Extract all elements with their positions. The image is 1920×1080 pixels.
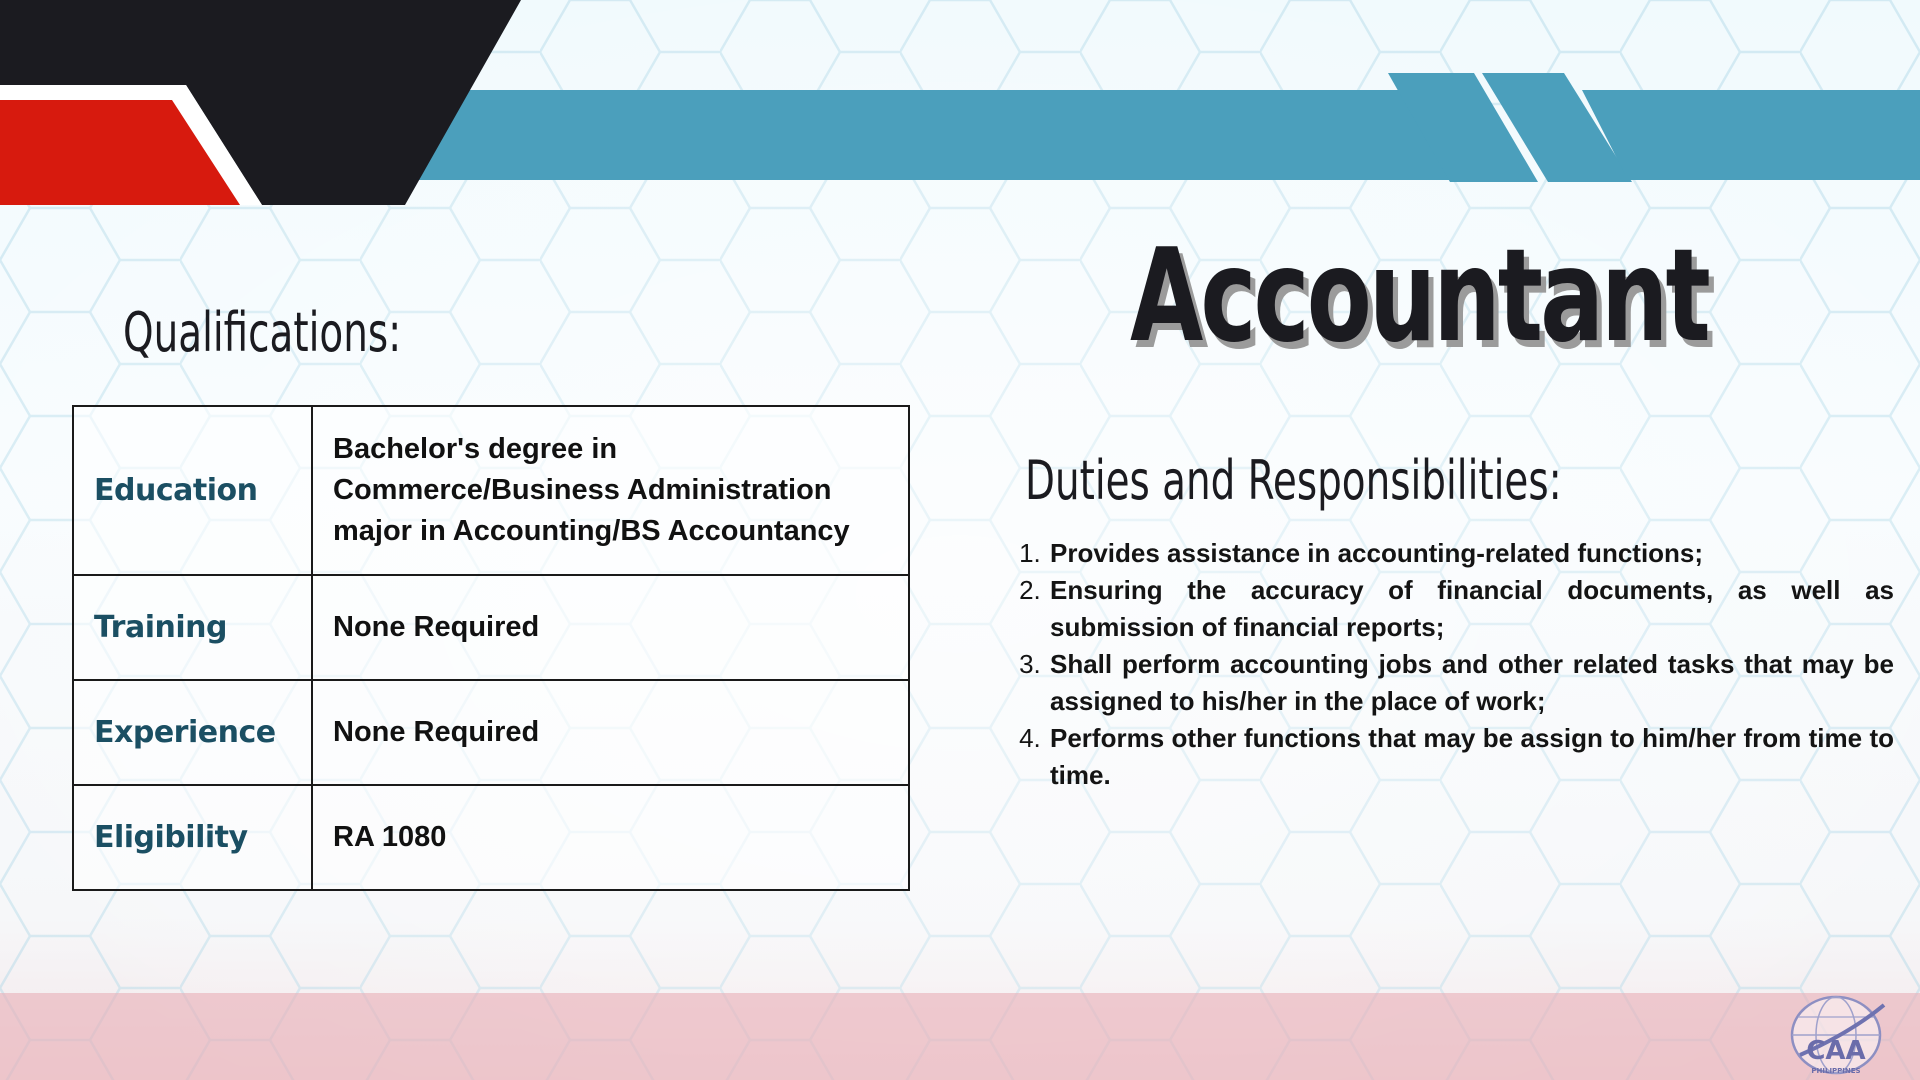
qualifications-table: Education Bachelor's degree in Commerce/… [72, 405, 910, 891]
qualification-label: Experience [72, 679, 313, 786]
header-teal-stripe-1 [1388, 73, 1538, 182]
qualification-label: Eligibility [72, 784, 313, 891]
qualification-value: None Required [311, 679, 910, 786]
header-teal-band-right [1582, 90, 1920, 180]
logo-subtext: PHILIPPINES [1811, 1067, 1860, 1075]
list-item: Shall perform accounting jobs and other … [1048, 646, 1894, 720]
list-item: Provides assistance in accounting-relate… [1048, 535, 1894, 572]
qualifications-heading: Qualifications: [123, 301, 402, 364]
qualification-value: RA 1080 [311, 784, 910, 891]
table-row-experience: Experience None Required [72, 679, 910, 786]
header-teal-stripe-2 [1482, 73, 1632, 182]
table-row-training: Training None Required [72, 574, 910, 681]
bottom-pink-band [0, 993, 1920, 1080]
table-row-eligibility: Eligibility RA 1080 [72, 784, 910, 891]
header-teal-band [405, 90, 1488, 180]
list-item: Ensuring the accuracy of financial docum… [1048, 572, 1894, 646]
list-item: Performs other functions that may be ass… [1048, 720, 1894, 794]
header-decoration [0, 0, 1920, 205]
qualification-label: Training [72, 574, 313, 681]
table-row-education: Education Bachelor's degree in Commerce/… [72, 405, 910, 576]
qualification-value: Bachelor's degree in Commerce/Business A… [311, 405, 910, 576]
caa-philippines-logo-icon: CAA PHILIPPINES [1790, 995, 1886, 1075]
page-title: Accountant [1130, 222, 1711, 371]
logo-text: CAA [1806, 1036, 1865, 1066]
duties-heading: Duties and Responsibilities: [1025, 449, 1562, 512]
header-red-shape [0, 100, 240, 205]
header-white-stripe [0, 85, 262, 205]
qualification-value: None Required [311, 574, 910, 681]
header-black-shape [0, 0, 521, 205]
qualification-label: Education [72, 405, 313, 576]
duties-list: Provides assistance in accounting-relate… [1022, 535, 1894, 794]
